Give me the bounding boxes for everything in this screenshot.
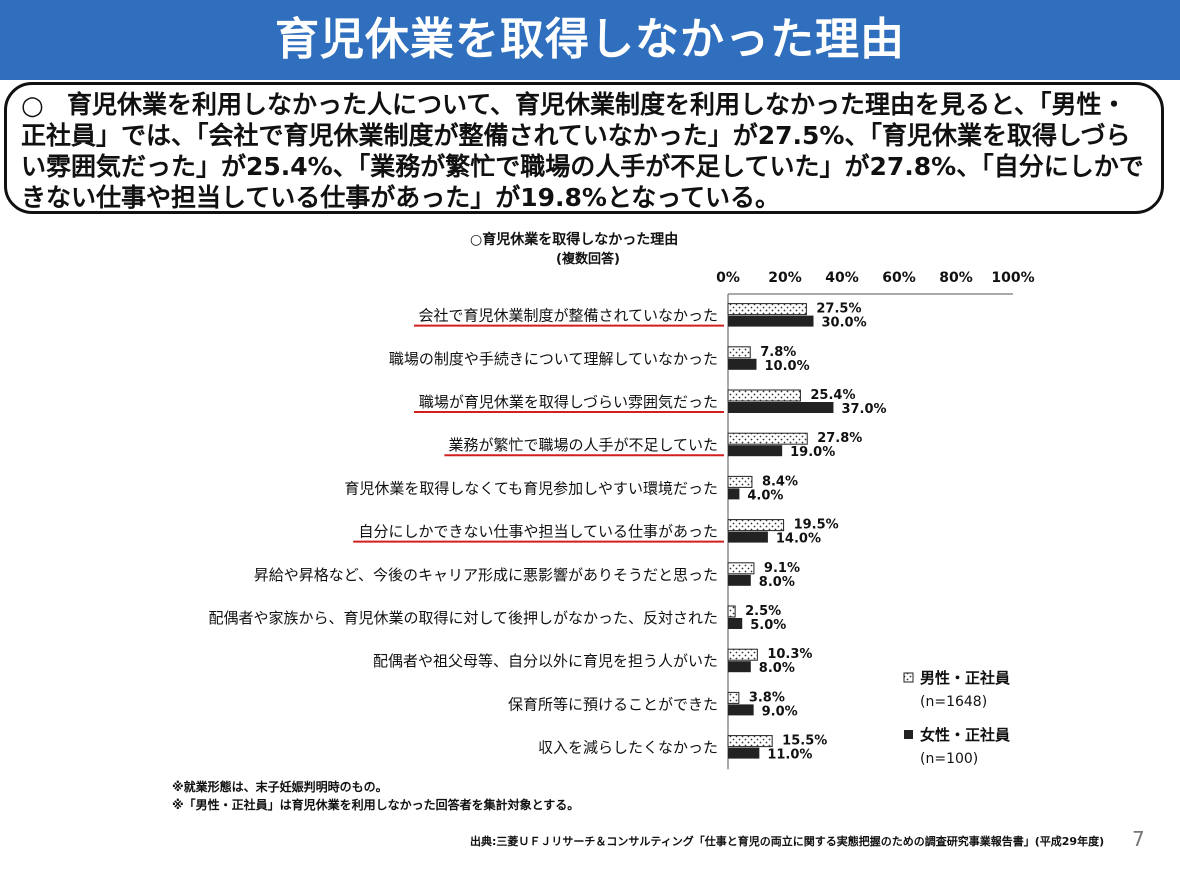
category-label: 業務が繁忙で職場の人手が不足していた (448, 436, 718, 454)
bar-male (727, 346, 751, 359)
bar-female (728, 315, 814, 327)
value-label-female: 10.0% (765, 359, 810, 374)
value-label-male: 2.5% (745, 604, 781, 619)
bar-female (728, 445, 783, 457)
bar-male (727, 432, 808, 445)
bar-female (728, 618, 743, 629)
legend-label-male: 男性・正社員 (920, 669, 1010, 687)
category-label: 昇給や昇格など、今後のキャリア形成に悪影響がありそうだと思った (254, 566, 718, 584)
x-tick-label: 60% (882, 270, 916, 286)
value-label-female: 4.0% (747, 488, 783, 503)
value-label-male: 27.8% (817, 431, 862, 446)
category-label: 配偶者や家族から、育児休業の取得に対して後押しがなかった、反対された (208, 609, 718, 627)
value-label-female: 37.0% (841, 402, 886, 417)
bar-female (728, 661, 751, 673)
bar-female (728, 704, 754, 716)
bar-male (727, 475, 753, 488)
slide-title: 育児休業を取得しなかった理由 (275, 14, 905, 65)
category-label: 配偶者や祖父母等、自分以外に育児を担う人がいた (373, 652, 718, 670)
value-label-male: 15.5% (782, 734, 827, 749)
category-label: 育児休業を取得しなくても育児参加しやすい環境だった (344, 479, 718, 497)
value-label-male: 25.4% (810, 388, 855, 403)
bar-male (727, 519, 785, 532)
x-tick-label: 80% (939, 270, 973, 286)
bar-male (727, 389, 801, 402)
category-label: 会社で育児休業制度が整備されていなかった (418, 307, 718, 325)
title-bar (0, 0, 1180, 80)
page-number: 7 (1132, 827, 1145, 851)
legend-swatch-female (904, 730, 913, 739)
x-tick-label: 20% (768, 270, 802, 286)
bar-male (727, 691, 740, 704)
value-label-female: 11.0% (767, 748, 812, 763)
value-label-male: 7.8% (760, 345, 796, 360)
value-label-female: 8.0% (759, 661, 795, 676)
source-citation: 出典:三菱ＵＦＪリサーチ＆コンサルティング「仕事と育児の両立に関する実態把握のた… (470, 835, 1105, 848)
bar-male (727, 735, 773, 748)
value-label-male: 19.5% (794, 518, 839, 533)
category-label: 職場の制度や手続きについて理解していなかった (389, 350, 718, 368)
value-label-female: 14.0% (776, 532, 821, 547)
note-2: ※「男性・正社員」は育児休業を利用しなかった回答者を集計対象とする。 (172, 798, 580, 812)
bar-female (728, 531, 768, 543)
legend-swatch-male (903, 672, 914, 683)
bullet-circle-icon: ○ (21, 91, 44, 121)
note-1: ※就業形態は、末子妊娠判明時のもの。 (172, 780, 388, 794)
category-label: 自分にしかできない仕事や担当している仕事があった (358, 523, 718, 541)
summary-box: ○ 育児休業を利用しなかった人について、育児休業制度を利用しなかった理由を見ると… (4, 82, 1164, 214)
value-label-male: 3.8% (749, 690, 785, 705)
summary-text: 育児休業を利用しなかった人について、育児休業制度を利用しなかった理由を見ると、「… (21, 90, 1144, 212)
bar-male (727, 605, 736, 618)
bar-female (728, 358, 757, 370)
bar-female (728, 402, 834, 413)
legend-n-male: (n=1648) (920, 694, 987, 710)
chart-title: ○育児休業を取得しなかった理由 (470, 232, 679, 248)
category-label: 保育所等に預けることができた (508, 695, 718, 713)
chart-subtitle: (複数回答) (556, 252, 620, 267)
value-label-female: 9.0% (762, 704, 798, 719)
value-label-male: 27.5% (816, 302, 861, 317)
value-label-female: 8.0% (759, 575, 795, 590)
x-tick-label: 100% (991, 270, 1034, 286)
category-label: 職場が育児休業を取得しづらい雰囲気だった (419, 393, 718, 411)
bar-female (728, 574, 751, 586)
category-label: 収入を減らしたくなかった (538, 739, 718, 757)
value-label-male: 9.1% (764, 561, 800, 576)
x-tick-label: 40% (825, 270, 859, 286)
value-label-female: 30.0% (822, 316, 867, 331)
x-tick-label: 0% (716, 270, 740, 286)
value-label-male: 8.4% (762, 474, 798, 489)
bar-male (727, 303, 807, 316)
value-label-female: 5.0% (750, 618, 786, 633)
legend-n-female: (n=100) (920, 751, 978, 767)
legend-label-female: 女性・正社員 (920, 726, 1010, 744)
bar-male (727, 562, 755, 575)
bar-female (728, 747, 760, 759)
bar-female (728, 488, 740, 500)
value-label-female: 19.0% (790, 445, 835, 460)
bar-male (727, 648, 758, 661)
value-label-male: 10.3% (767, 647, 812, 662)
